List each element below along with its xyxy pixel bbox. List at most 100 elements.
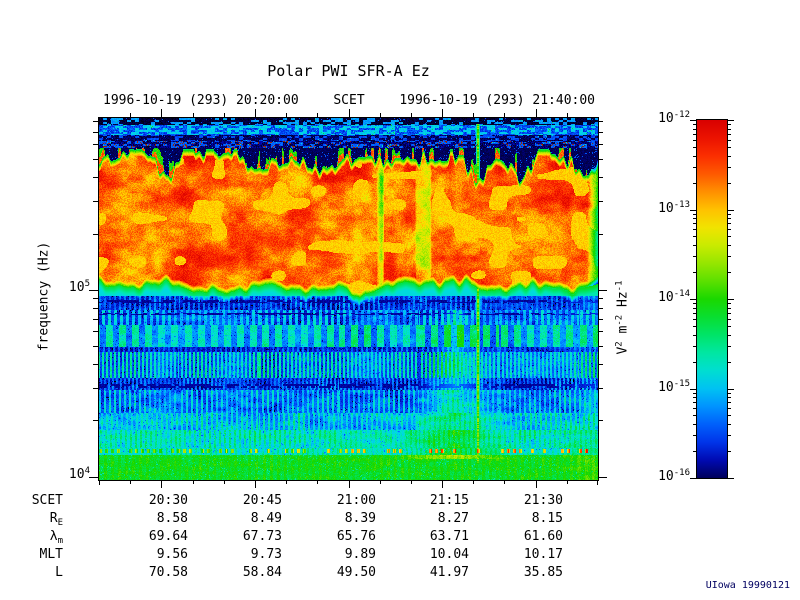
axis-tick <box>99 480 100 485</box>
axis-tick <box>728 335 731 336</box>
axis-tick <box>93 132 98 133</box>
axis-tick <box>317 113 318 117</box>
axis-tick <box>728 147 731 148</box>
axis-tick <box>693 424 696 425</box>
axis-tick <box>598 234 603 235</box>
colorbar-tick-label: 10-14 <box>658 289 690 305</box>
axis-tick <box>728 124 731 125</box>
axis-tick <box>728 156 731 157</box>
axis-tick <box>598 420 603 421</box>
axis-tick <box>728 389 734 390</box>
table-cell: 41.97 <box>429 565 469 580</box>
axis-tick <box>89 477 98 478</box>
time-range-header: 1996-10-19 (293) 20:20:00 SCET 1996-10-1… <box>103 93 595 108</box>
axis-tick <box>93 121 98 122</box>
axis-tick <box>504 113 505 117</box>
axis-tick <box>598 319 603 320</box>
colorbar <box>696 119 728 479</box>
axis-tick <box>93 159 98 160</box>
axis-tick <box>130 113 131 117</box>
axis-tick <box>93 388 98 389</box>
axis-tick <box>536 480 537 488</box>
axis-tick <box>693 272 696 273</box>
axis-tick <box>693 346 696 347</box>
table-cell: 8.27 <box>437 511 469 526</box>
table-cell: 65.76 <box>336 529 376 544</box>
axis-tick <box>693 218 696 219</box>
axis-tick <box>728 129 731 130</box>
axis-tick <box>93 364 98 365</box>
axis-tick <box>693 408 696 409</box>
axis-tick <box>93 201 98 202</box>
page-title: Polar PWI SFR-A Ez <box>267 62 430 80</box>
axis-tick <box>380 480 381 484</box>
axis-tick <box>693 147 696 148</box>
axis-tick <box>693 229 696 230</box>
axis-tick <box>693 223 696 224</box>
axis-tick <box>161 480 162 488</box>
colorbar-tick-label: 10-13 <box>658 200 690 216</box>
table-cell: 8.58 <box>156 511 188 526</box>
axis-tick <box>693 303 696 304</box>
axis-tick <box>728 326 731 327</box>
axis-tick <box>693 245 696 246</box>
scet-axis-label: SCET <box>333 93 365 108</box>
colorbar-tick-label: 10-12 <box>658 110 690 126</box>
axis-tick <box>598 346 603 347</box>
axis-tick <box>728 415 731 416</box>
axis-tick <box>93 144 98 145</box>
table-row-label-2: λm <box>49 529 63 546</box>
axis-tick <box>690 210 696 211</box>
table-cell: 35.85 <box>523 565 563 580</box>
axis-tick <box>728 272 731 273</box>
axis-tick <box>728 134 731 135</box>
axis-tick <box>693 326 696 327</box>
axis-tick <box>728 303 731 304</box>
axis-tick <box>598 177 603 178</box>
axis-tick <box>728 478 734 479</box>
axis-tick <box>690 389 696 390</box>
axis-tick <box>473 113 474 117</box>
table-cell: 9.73 <box>250 547 282 562</box>
axis-tick <box>598 121 603 122</box>
axis-tick <box>693 402 696 403</box>
table-cell: 49.50 <box>336 565 376 580</box>
axis-tick <box>536 109 537 117</box>
y-tick-label: 105 <box>68 279 90 295</box>
axis-tick <box>598 132 603 133</box>
table-cell: 58.84 <box>242 565 282 580</box>
table-row-label-1: RE <box>49 511 63 528</box>
axis-tick <box>728 183 731 184</box>
axis-tick <box>728 214 731 215</box>
axis-tick <box>693 236 696 237</box>
axis-tick <box>693 308 696 309</box>
axis-tick <box>598 201 603 202</box>
axis-tick <box>317 480 318 484</box>
axis-tick <box>693 313 696 314</box>
axis-tick <box>693 140 696 141</box>
axis-tick <box>224 480 225 484</box>
axis-tick <box>728 451 731 452</box>
axis-tick <box>728 140 731 141</box>
axis-tick <box>193 480 194 484</box>
axis-tick <box>728 120 734 121</box>
axis-tick <box>598 364 603 365</box>
axis-tick <box>728 299 734 300</box>
axis-tick <box>89 290 98 291</box>
axis-tick <box>598 159 603 160</box>
end-time-label: 1996-10-19 (293) 21:40:00 <box>399 93 595 108</box>
axis-tick <box>597 480 598 485</box>
table-cell: 69.64 <box>148 529 188 544</box>
axis-tick <box>693 415 696 416</box>
table-cell: 9.89 <box>344 547 376 562</box>
axis-tick <box>473 480 474 484</box>
axis-tick <box>728 313 731 314</box>
colorbar-tick-label: 10-15 <box>658 379 690 395</box>
axis-tick <box>598 308 603 309</box>
axis-tick <box>598 144 603 145</box>
axis-tick <box>693 319 696 320</box>
axis-tick <box>598 298 603 299</box>
table-cell: 9.56 <box>156 547 188 562</box>
axis-tick <box>411 480 412 484</box>
table-cell: 70.58 <box>148 565 188 580</box>
